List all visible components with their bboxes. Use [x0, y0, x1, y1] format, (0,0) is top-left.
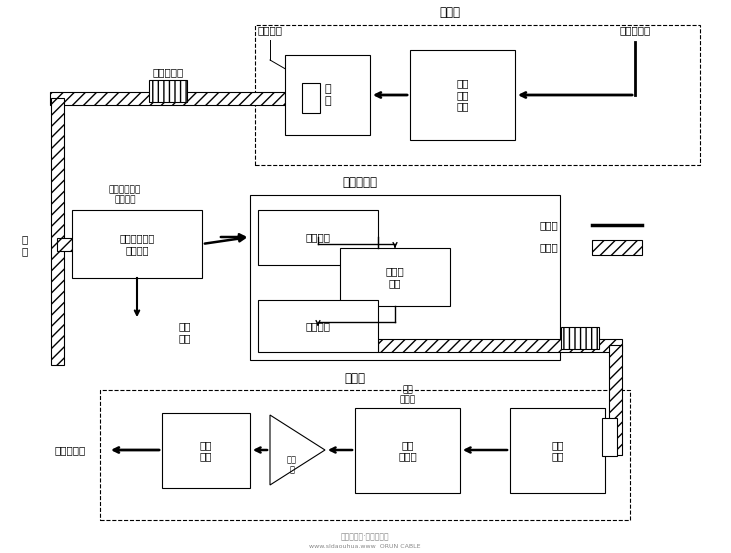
Bar	[302, 83, 320, 113]
Text: 电再生
电路: 电再生 电路	[386, 266, 404, 288]
Text: 光纤
耦合器: 光纤 耦合器	[400, 385, 416, 405]
Text: 放大
器: 放大 器	[287, 455, 297, 474]
Text: 光
缆: 光 缆	[22, 234, 28, 256]
Bar	[258, 210, 378, 265]
Text: 数字帝网络·数据帝网络: 数字帝网络·数据帝网络	[341, 533, 390, 541]
Text: www.sldaouhua.www  ORUN CABLE: www.sldaouhua.www ORUN CABLE	[309, 545, 421, 550]
Text: 光信号: 光信号	[540, 242, 558, 252]
Text: 光
发: 光 发	[324, 84, 331, 106]
Bar	[602, 418, 617, 456]
Text: 光纤合并器及
代换束器: 光纤合并器及 代换束器	[109, 185, 141, 205]
Text: 光调制器: 光调制器	[257, 25, 282, 35]
Text: 发送端: 发送端	[439, 7, 461, 19]
Bar	[608, 345, 621, 455]
Bar	[340, 248, 450, 306]
Bar	[592, 240, 642, 255]
Text: 电端
机驱
动器: 电端 机驱 动器	[456, 79, 469, 112]
Bar	[50, 91, 302, 105]
Bar	[378, 338, 622, 352]
Bar	[510, 408, 605, 493]
Bar	[50, 98, 64, 365]
Text: 电信号输入: 电信号输入	[619, 25, 651, 35]
Bar	[162, 413, 250, 488]
Bar	[57, 237, 72, 251]
Bar	[410, 50, 515, 140]
Bar	[250, 195, 560, 360]
Bar	[100, 390, 630, 520]
Bar	[255, 25, 700, 165]
Text: 电信号: 电信号	[540, 220, 558, 230]
Text: 光检测器: 光检测器	[306, 232, 330, 243]
Text: 光纤放大盒: 光纤放大盒	[152, 67, 183, 77]
Text: 光放
大器: 光放 大器	[551, 440, 564, 461]
Text: 接收端: 接收端	[344, 372, 366, 384]
Polygon shape	[270, 415, 325, 485]
Text: 监控
设备: 监控 设备	[179, 321, 192, 343]
Text: 光发送器: 光发送器	[306, 321, 330, 331]
Bar	[72, 210, 202, 278]
Bar	[258, 300, 378, 352]
Bar	[149, 80, 187, 102]
Text: 光纤合并器及
代换束器: 光纤合并器及 代换束器	[119, 233, 155, 255]
Bar	[285, 91, 320, 105]
Text: 信号
处理: 信号 处理	[200, 440, 212, 461]
Bar	[285, 55, 370, 135]
Bar	[561, 327, 599, 349]
Text: 电信号输出: 电信号输出	[54, 445, 86, 455]
Bar	[355, 408, 460, 493]
Text: 再生中继器: 再生中继器	[343, 175, 377, 189]
Text: 光纤
耦合器: 光纤 耦合器	[398, 440, 417, 461]
